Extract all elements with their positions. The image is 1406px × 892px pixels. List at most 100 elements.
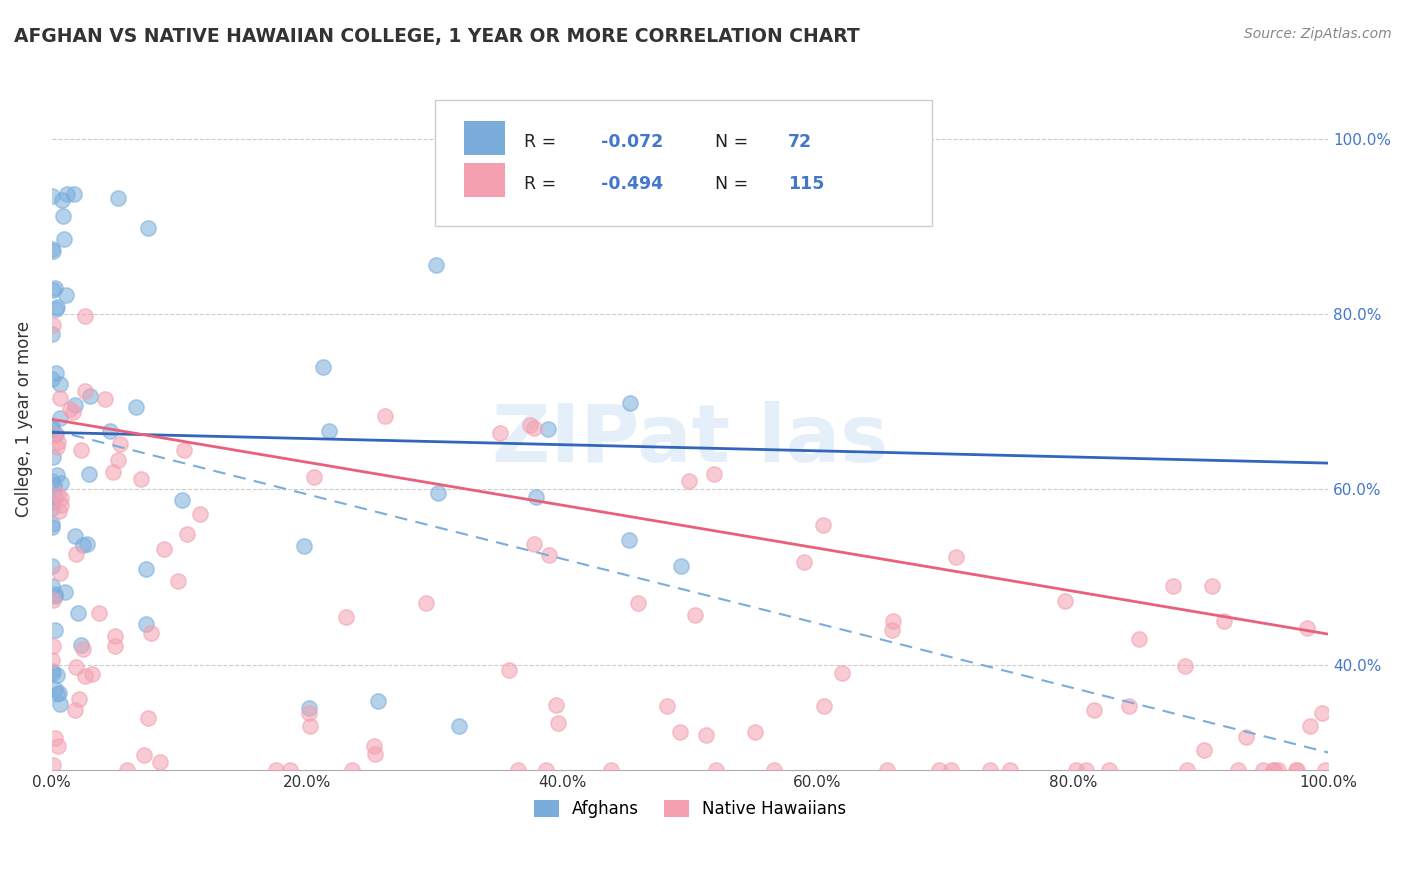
Point [46, 467, 69, 482]
Point [1053, 594, 1076, 608]
Point [41, 372, 63, 386]
Point [49, 697, 72, 711]
Point [1201, 579, 1223, 593]
Point [1285, 763, 1308, 777]
Point [46, 488, 69, 502]
Point [547, 715, 569, 730]
Point [342, 763, 364, 777]
Point [928, 763, 950, 777]
Point [537, 421, 560, 435]
Point [939, 763, 962, 777]
Point [48, 376, 70, 391]
Point [42, 592, 65, 607]
Point [46, 301, 69, 315]
Point [173, 443, 195, 458]
Point [1296, 621, 1319, 635]
Point [77, 467, 100, 481]
Point [744, 725, 766, 739]
Point [80, 667, 103, 681]
Point [364, 747, 387, 761]
Point [41, 242, 63, 256]
Point [138, 220, 160, 235]
Point [107, 191, 129, 205]
Point [148, 755, 170, 769]
Text: R =: R = [524, 133, 562, 151]
Point [42, 665, 65, 680]
Point [1064, 763, 1087, 777]
Point [41, 559, 63, 574]
Point [76, 537, 98, 551]
Point [44, 623, 66, 637]
Point [167, 574, 190, 588]
Point [46, 739, 69, 754]
Point [292, 539, 315, 553]
Legend: Afghans, Native Hawaiians: Afghans, Native Hawaiians [527, 793, 853, 825]
Point [41, 653, 63, 667]
Text: ZIPat las: ZIPat las [492, 401, 889, 479]
Point [44, 589, 66, 603]
Point [49, 491, 72, 506]
Point [1310, 706, 1333, 720]
Point [1161, 579, 1184, 593]
FancyBboxPatch shape [434, 100, 932, 227]
Point [1299, 719, 1322, 733]
Point [44, 587, 66, 601]
Point [87, 606, 110, 620]
Point [1074, 763, 1097, 777]
Point [1192, 743, 1215, 757]
Point [683, 607, 706, 622]
Point [129, 472, 152, 486]
Point [671, 559, 693, 574]
Point [831, 665, 853, 680]
Point [42, 477, 65, 491]
Point [41, 326, 63, 341]
Point [979, 763, 1001, 777]
Point [139, 625, 162, 640]
Point [298, 706, 321, 721]
Point [55, 288, 77, 302]
Point [56, 186, 79, 201]
Point [41, 419, 63, 434]
Point [65, 529, 87, 543]
Text: -0.494: -0.494 [600, 175, 662, 194]
Point [48, 566, 70, 580]
Point [519, 417, 541, 432]
Point [51, 194, 73, 208]
Point [125, 400, 148, 414]
Point [1227, 763, 1250, 777]
Point [425, 258, 447, 272]
Point [42, 757, 65, 772]
Point [498, 663, 520, 677]
Point [318, 425, 340, 439]
Point [523, 537, 546, 551]
Point [52, 209, 75, 223]
Point [627, 595, 650, 609]
Point [46, 667, 69, 681]
Point [62, 405, 84, 419]
Point [48, 391, 70, 405]
Point [508, 763, 530, 777]
FancyBboxPatch shape [464, 121, 505, 155]
Point [617, 533, 640, 548]
FancyBboxPatch shape [464, 163, 505, 197]
Point [188, 507, 211, 521]
Point [42, 283, 65, 297]
Point [298, 701, 321, 715]
Point [1263, 763, 1285, 777]
Point [312, 359, 335, 374]
Text: -0.072: -0.072 [600, 133, 662, 151]
Point [70, 639, 93, 653]
Point [107, 453, 129, 467]
Point [1128, 632, 1150, 647]
Point [669, 724, 692, 739]
Point [41, 422, 63, 436]
Point [762, 763, 785, 777]
Point [48, 686, 70, 700]
Point [73, 384, 96, 399]
Point [678, 475, 700, 489]
Point [42, 450, 65, 464]
Point [132, 748, 155, 763]
Point [115, 763, 138, 777]
Point [1118, 698, 1140, 713]
Point [41, 665, 63, 679]
